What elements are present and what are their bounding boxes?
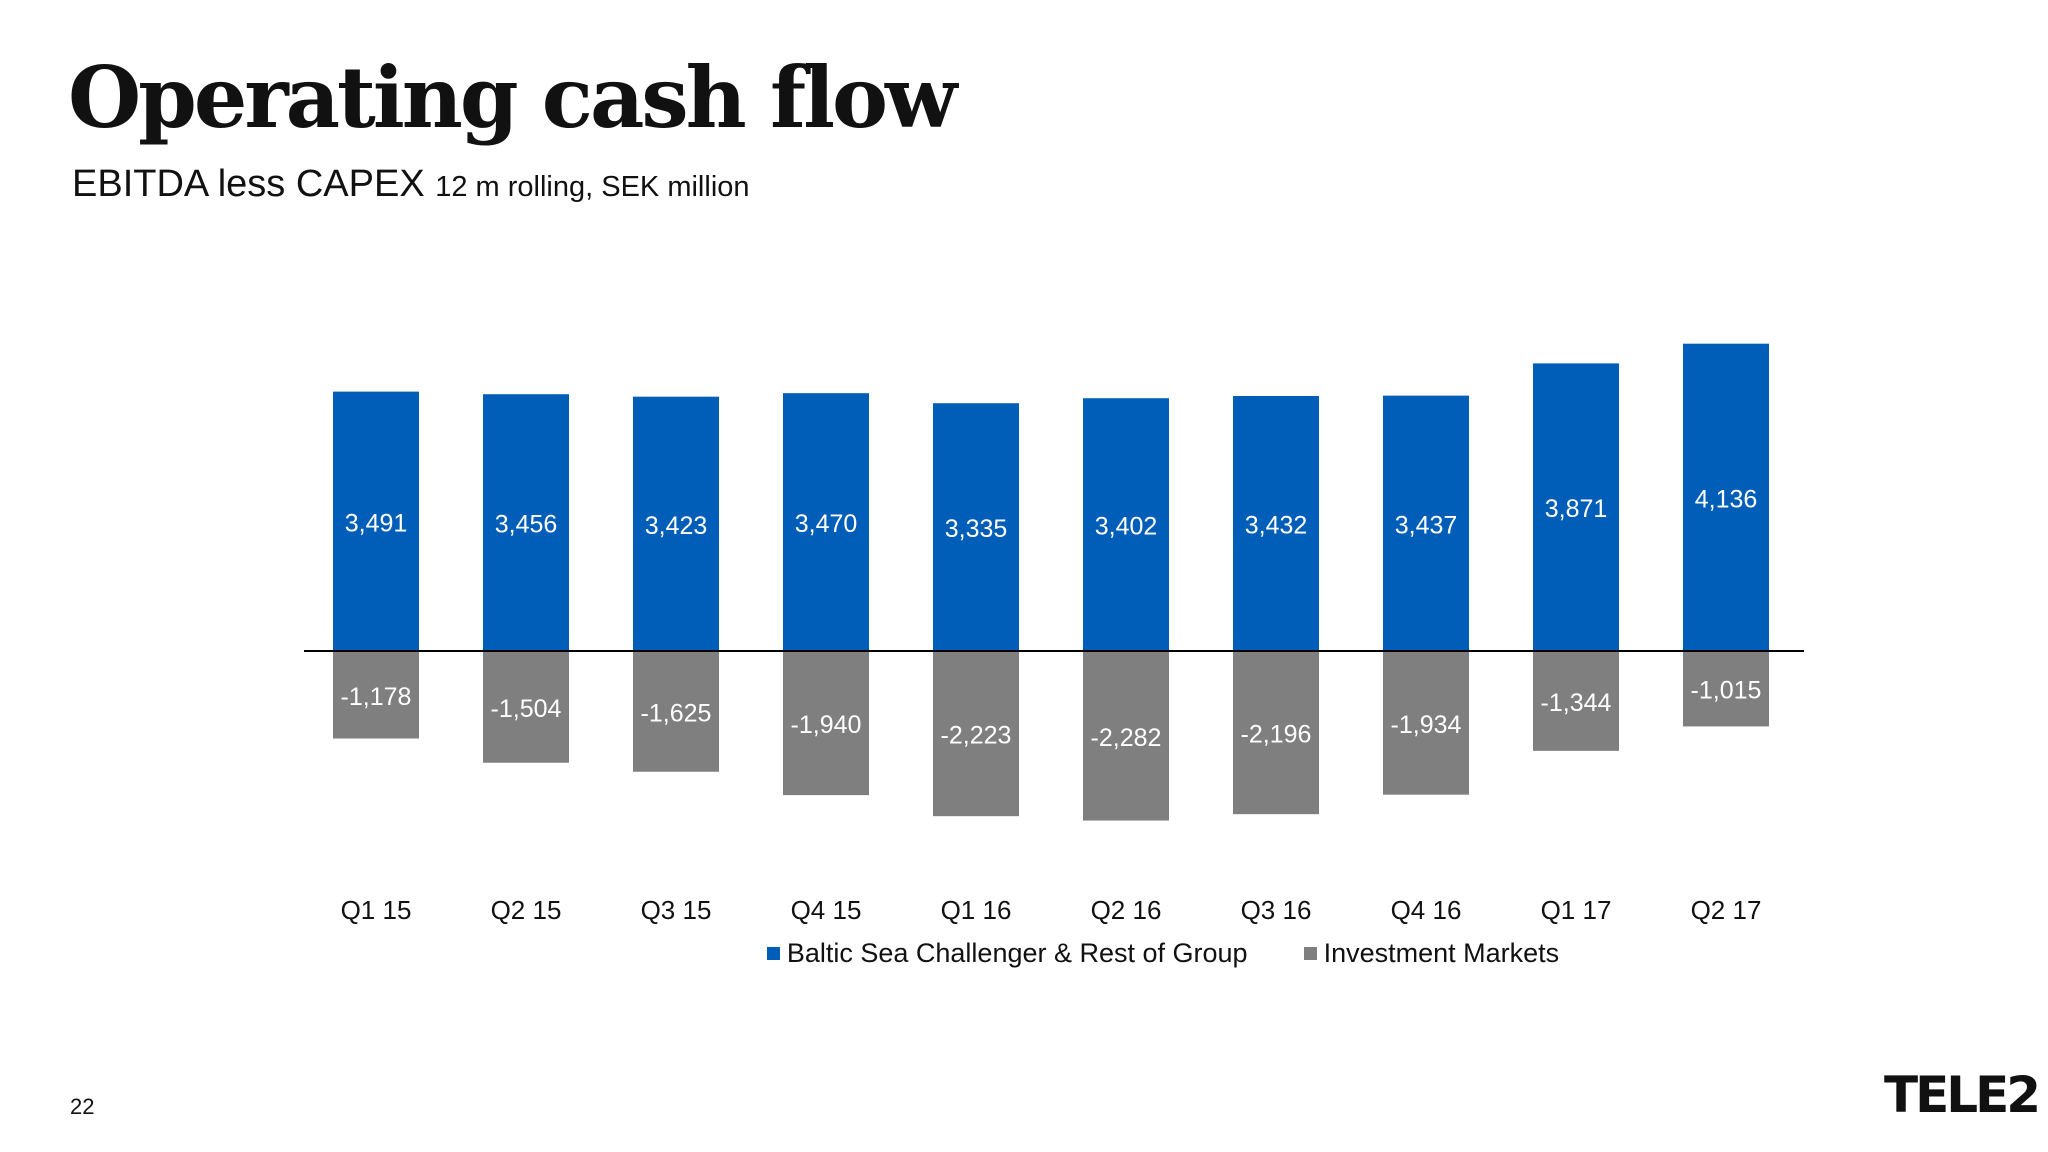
- category-label: Q4 16: [1391, 895, 1462, 925]
- bar-positive: [1533, 363, 1619, 651]
- category-label: Q3 16: [1241, 895, 1312, 925]
- bar-negative: [483, 651, 569, 763]
- category-label: Q4 15: [791, 895, 862, 925]
- data-label-positive: 3,437: [1395, 511, 1458, 539]
- data-label-positive: 4,136: [1695, 485, 1758, 513]
- bar-positive: [633, 396, 719, 651]
- data-label-negative: -1,015: [1691, 677, 1762, 705]
- bar-positive: [1683, 343, 1769, 651]
- category-label: Q2 17: [1691, 895, 1762, 925]
- legend-swatch-positive: [766, 947, 780, 960]
- bar-negative: [633, 651, 719, 772]
- subtitle-detail: 12 m rolling, SEK million: [435, 171, 750, 203]
- data-label-negative: -2,223: [941, 722, 1012, 750]
- bar-positive: [783, 393, 869, 651]
- data-label-positive: 3,871: [1545, 495, 1608, 523]
- category-label: Q2 16: [1091, 895, 1162, 925]
- bar-negative: [1533, 651, 1619, 751]
- category-label: Q1 17: [1541, 895, 1612, 925]
- bar-negative: [333, 651, 419, 739]
- chart-legend: Baltic Sea Challenger & Rest of Group In…: [0, 938, 2048, 969]
- bar-negative: [1683, 651, 1769, 727]
- data-label-positive: 3,470: [795, 510, 858, 538]
- chart-subtitle: EBITDA less CAPEX 12 m rolling, SEK mill…: [72, 163, 750, 206]
- page-number: 22: [70, 1094, 95, 1119]
- bar-positive: [933, 403, 1019, 651]
- bar-positive: [1383, 395, 1469, 651]
- legend-label-negative: Investment Markets: [1323, 938, 1560, 968]
- data-label-positive: 3,402: [1095, 513, 1158, 541]
- bar-positive: [1233, 396, 1319, 651]
- legend-swatch-negative: [1303, 947, 1317, 960]
- bar-positive: [483, 394, 569, 651]
- data-label-positive: 3,432: [1245, 512, 1308, 540]
- legend-item-negative: Investment Markets: [1303, 938, 1560, 969]
- bar-positive: [1083, 398, 1169, 651]
- category-label: Q3 15: [641, 895, 712, 925]
- bar-negative: [1233, 651, 1319, 815]
- bar-negative: [1383, 651, 1469, 795]
- legend-label-positive: Baltic Sea Challenger & Rest of Group: [786, 938, 1248, 968]
- subtitle-main: EBITDA less CAPEX: [72, 163, 425, 205]
- data-label-negative: -2,282: [1091, 724, 1162, 752]
- data-label-positive: 3,423: [645, 512, 708, 540]
- bar-negative: [1083, 651, 1169, 821]
- page-title: Operating cash flow: [68, 48, 957, 147]
- bar-negative: [933, 651, 1019, 817]
- data-label-positive: 3,335: [945, 515, 1008, 543]
- data-label-negative: -1,625: [641, 699, 712, 727]
- data-label-negative: -2,196: [1241, 721, 1312, 749]
- category-label: Q1 16: [941, 895, 1012, 925]
- data-label-positive: 3,491: [345, 509, 408, 537]
- category-label: Q2 15: [491, 895, 562, 925]
- data-label-positive: 3,456: [495, 511, 558, 539]
- bar-negative: [783, 651, 869, 796]
- bar-positive: [333, 391, 419, 651]
- data-label-negative: -1,934: [1391, 711, 1462, 739]
- data-label-negative: -1,504: [491, 695, 562, 723]
- tele2-logo: TELE2: [1884, 1066, 2041, 1124]
- category-label: Q1 15: [341, 895, 412, 925]
- data-label-negative: -1,940: [791, 711, 862, 739]
- data-label-negative: -1,178: [341, 683, 412, 711]
- data-label-negative: -1,344: [1541, 689, 1612, 717]
- legend-item-positive: Baltic Sea Challenger & Rest of Group: [766, 938, 1248, 969]
